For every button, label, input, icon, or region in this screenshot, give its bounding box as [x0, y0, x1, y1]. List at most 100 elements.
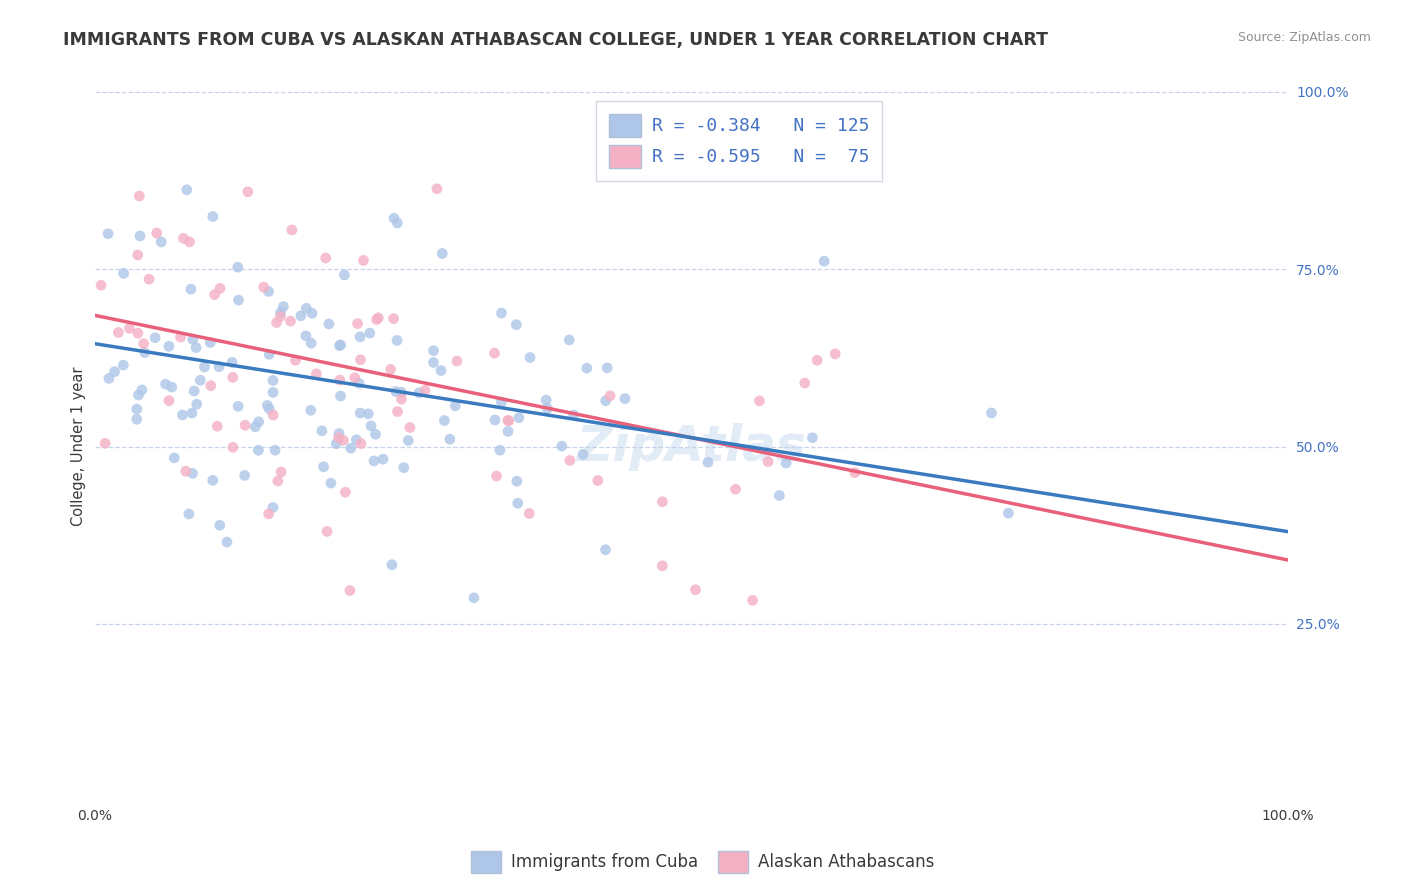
Point — [127, 326, 149, 340]
Point — [145, 226, 167, 240]
Point — [536, 401, 558, 416]
Text: ZipAtlas: ZipAtlas — [576, 423, 806, 470]
Point — [335, 485, 357, 500]
Point — [519, 351, 541, 365]
Point — [329, 339, 352, 353]
Point — [651, 558, 673, 573]
Point — [756, 455, 779, 469]
Point — [305, 367, 328, 381]
Point — [236, 185, 259, 199]
Point — [367, 310, 389, 325]
Point — [463, 591, 485, 605]
Point — [498, 414, 520, 428]
Point — [269, 310, 291, 324]
Point — [586, 474, 609, 488]
Point — [558, 333, 581, 347]
Point — [280, 314, 302, 328]
Legend: R = -0.384   N = 125, R = -0.595   N =  75: R = -0.384 N = 125, R = -0.595 N = 75 — [596, 101, 882, 181]
Point — [613, 392, 636, 406]
Point — [575, 361, 598, 376]
Point — [340, 441, 363, 455]
Point — [181, 467, 204, 481]
Point — [299, 336, 322, 351]
Point — [245, 419, 267, 434]
Point — [439, 432, 461, 446]
Point — [357, 407, 380, 421]
Point — [186, 397, 208, 411]
Point — [172, 408, 194, 422]
Point — [385, 334, 408, 348]
Point — [422, 355, 444, 369]
Point — [768, 489, 790, 503]
Point — [484, 346, 506, 360]
Point — [118, 321, 141, 335]
Point — [382, 311, 405, 326]
Point — [997, 506, 1019, 520]
Point — [184, 341, 207, 355]
Point — [844, 466, 866, 480]
Point — [233, 418, 256, 433]
Point — [685, 582, 707, 597]
Point — [181, 332, 204, 346]
Point — [558, 453, 581, 467]
Point — [413, 384, 436, 398]
Point — [262, 408, 284, 422]
Point — [209, 281, 232, 295]
Point — [551, 439, 574, 453]
Point — [312, 459, 335, 474]
Point — [200, 335, 222, 350]
Point — [259, 401, 281, 416]
Point — [179, 235, 201, 249]
Point — [208, 359, 231, 374]
Point — [741, 593, 763, 607]
Point — [343, 370, 366, 384]
Legend: Immigrants from Cuba, Alaskan Athabascans: Immigrants from Cuba, Alaskan Athabascan… — [464, 845, 942, 880]
Point — [253, 280, 276, 294]
Point — [290, 309, 312, 323]
Text: IMMIGRANTS FROM CUBA VS ALASKAN ATHABASCAN COLLEGE, UNDER 1 YEAR CORRELATION CHA: IMMIGRANTS FROM CUBA VS ALASKAN ATHABASC… — [63, 31, 1049, 49]
Point — [363, 454, 385, 468]
Point — [207, 419, 229, 434]
Point — [180, 282, 202, 296]
Point — [572, 447, 595, 461]
Point — [329, 373, 352, 387]
Point — [174, 464, 197, 478]
Point — [360, 418, 382, 433]
Point — [94, 436, 117, 450]
Point — [266, 316, 288, 330]
Point — [90, 278, 112, 293]
Point — [422, 343, 444, 358]
Point — [134, 345, 156, 359]
Point — [350, 436, 373, 450]
Point — [444, 399, 467, 413]
Point — [127, 388, 149, 402]
Point — [385, 384, 408, 399]
Point — [491, 306, 513, 320]
Point — [333, 268, 356, 282]
Point — [316, 524, 339, 539]
Point — [295, 328, 318, 343]
Point — [399, 420, 422, 434]
Point — [391, 392, 413, 406]
Point — [299, 403, 322, 417]
Point — [215, 535, 238, 549]
Point — [339, 583, 361, 598]
Point — [505, 318, 527, 332]
Point — [257, 285, 280, 299]
Point — [801, 431, 824, 445]
Point — [281, 223, 304, 237]
Point — [599, 389, 621, 403]
Point — [267, 474, 290, 488]
Point — [301, 306, 323, 320]
Point — [328, 426, 350, 441]
Point — [380, 362, 402, 376]
Point — [496, 425, 519, 439]
Point — [172, 231, 194, 245]
Point — [247, 443, 270, 458]
Point — [596, 360, 619, 375]
Point — [257, 507, 280, 521]
Point — [446, 354, 468, 368]
Point — [508, 410, 530, 425]
Point — [112, 358, 135, 372]
Point — [228, 293, 250, 307]
